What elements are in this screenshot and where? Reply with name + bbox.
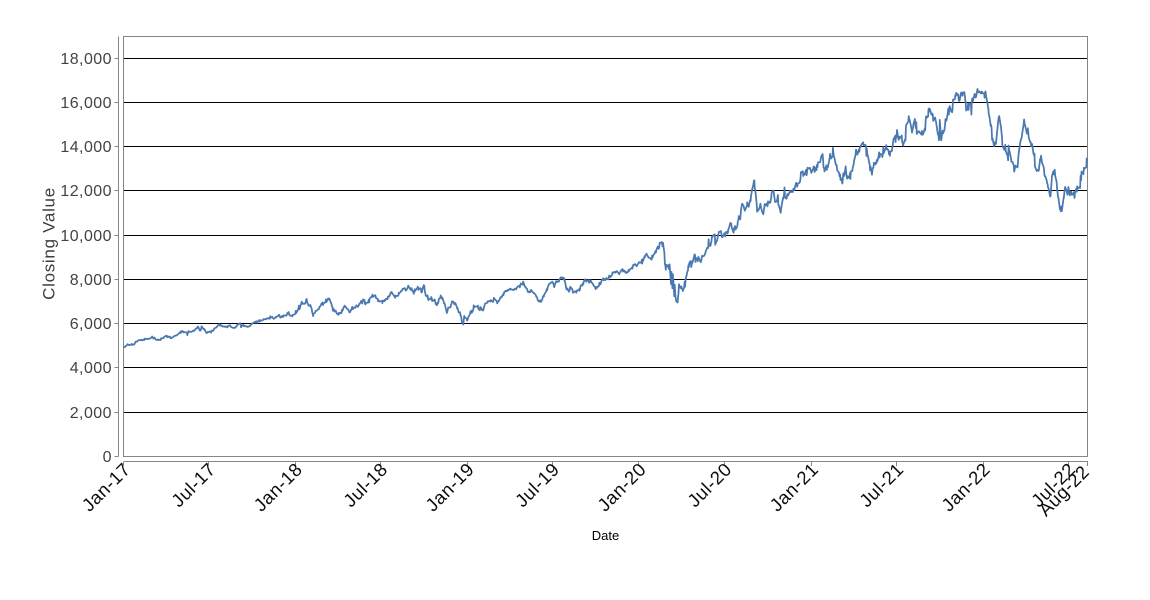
svg-text:10,000: 10,000 (60, 228, 112, 245)
svg-text:16,000: 16,000 (60, 95, 112, 112)
svg-text:Closing Value: Closing Value (40, 187, 59, 300)
svg-text:4,000: 4,000 (70, 360, 112, 377)
svg-text:18,000: 18,000 (60, 51, 112, 68)
svg-text:0: 0 (103, 449, 112, 466)
svg-text:8,000: 8,000 (70, 272, 112, 289)
svg-text:6,000: 6,000 (70, 316, 112, 333)
svg-text:2,000: 2,000 (70, 405, 112, 422)
svg-text:Date: Date (592, 528, 619, 543)
svg-text:12,000: 12,000 (60, 183, 112, 200)
svg-text:14,000: 14,000 (60, 139, 112, 156)
